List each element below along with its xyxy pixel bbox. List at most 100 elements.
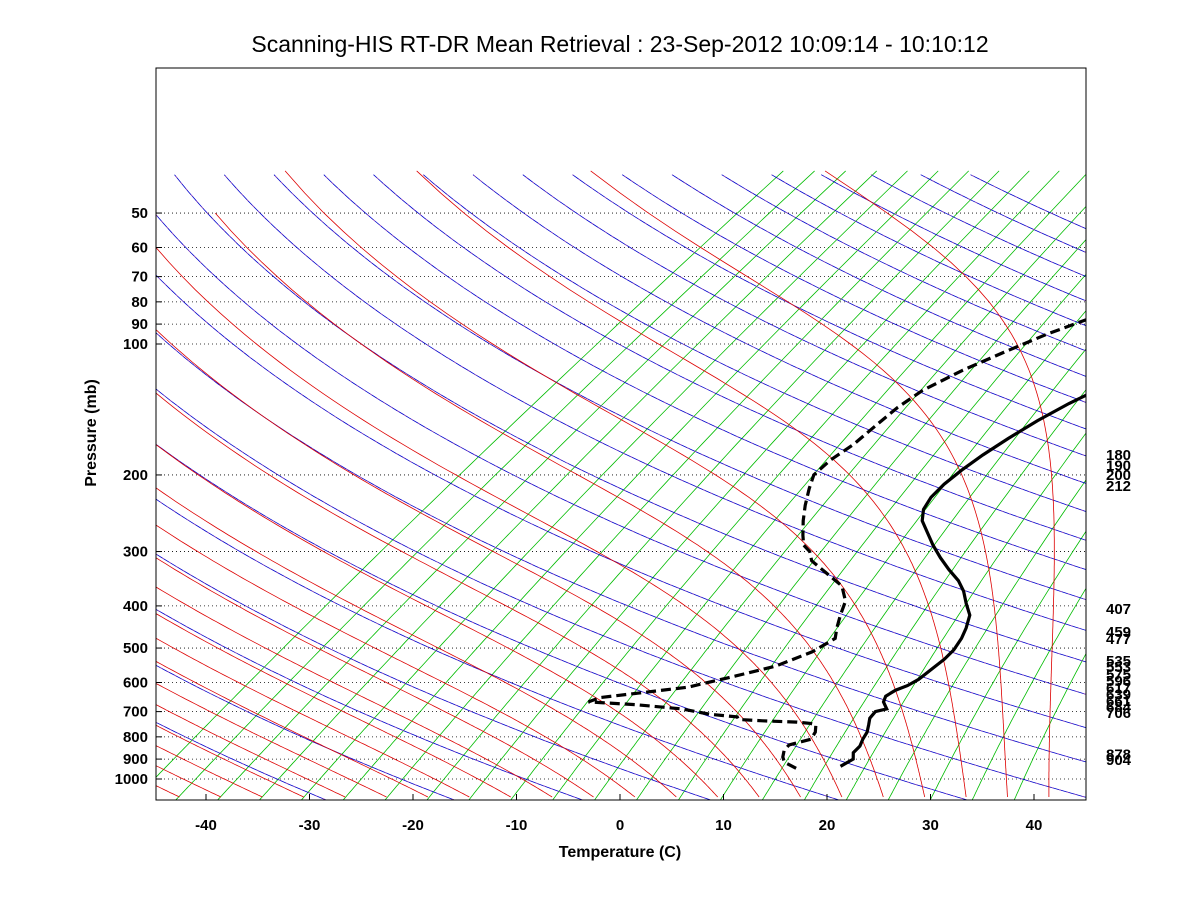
x-tick-label: -30 xyxy=(299,817,321,834)
mixing-ratio-line xyxy=(594,205,1086,800)
moist-adiabat-line xyxy=(156,524,636,798)
level-label: 617 xyxy=(1106,680,1131,697)
mixing-ratio-line xyxy=(300,170,908,800)
dry-adiabat-line xyxy=(323,174,1086,570)
dry-adiabat-line xyxy=(970,174,1086,230)
y-tick-label: 50 xyxy=(131,205,148,222)
level-label: 661 xyxy=(1106,693,1131,710)
mixing-ratio-line xyxy=(156,170,784,778)
dry-adiabat-overlay xyxy=(373,174,1086,541)
moist-adiabat-line xyxy=(215,212,884,798)
dry-adiabat-line xyxy=(721,174,1086,352)
x-tick-label: 20 xyxy=(819,817,836,834)
dry-adiabat-line xyxy=(522,174,1086,457)
x-tick-label: -20 xyxy=(402,817,424,834)
level-label: 878 xyxy=(1106,746,1131,763)
dry-adiabat-overlay xyxy=(870,174,1086,277)
dry-adiabat-line xyxy=(156,274,1086,729)
level-label: 684 xyxy=(1106,699,1132,716)
moist-adiabat-line xyxy=(156,765,222,798)
dry-adiabat-overlay xyxy=(671,174,1086,377)
x-tick-label: 40 xyxy=(1026,817,1043,834)
dry-adiabat-overlay xyxy=(174,174,1086,663)
mixing-ratio-line xyxy=(719,310,1086,800)
y-tick-label: 90 xyxy=(131,316,148,333)
y-tick-label: 600 xyxy=(123,674,148,691)
moist-adiabat-line xyxy=(156,637,470,798)
moist-adiabat-line xyxy=(156,392,760,798)
level-label: 535 xyxy=(1106,653,1131,670)
profiles xyxy=(587,318,1086,770)
level-label: 553 xyxy=(1106,659,1131,676)
dry-adiabat-line xyxy=(821,174,1086,302)
level-label: 706 xyxy=(1106,705,1131,722)
level-label: 596 xyxy=(1106,673,1131,690)
level-label: 477 xyxy=(1106,631,1131,648)
mixing-ratio-line xyxy=(426,170,1000,800)
dry-adiabat-overlay xyxy=(156,664,456,800)
moist-adiabat-line xyxy=(590,170,1008,797)
moist-adiabat-line xyxy=(156,745,263,798)
level-label: 459 xyxy=(1106,624,1131,641)
dry-adiabat-line xyxy=(156,498,841,800)
x-tick-label: -40 xyxy=(195,817,217,834)
x-ticks: -40 -30 -20 -10 0 10 20 30 40 xyxy=(195,794,1042,834)
x-tick-label: -10 xyxy=(506,817,528,834)
y-tick-label: 80 xyxy=(131,294,148,311)
dry-adiabat-overlay xyxy=(156,443,969,800)
level-label: 190 xyxy=(1106,457,1131,474)
dry-adiabat-line xyxy=(273,174,1086,601)
mixing-ratio-line xyxy=(971,587,1086,800)
moist-adiabat-line xyxy=(156,247,843,798)
level-label: 407 xyxy=(1106,601,1131,618)
y-axis-label: Pressure (mb) xyxy=(83,379,100,487)
mixing-ratio-line xyxy=(510,170,1060,800)
moist-adiabat-line xyxy=(284,170,926,798)
chart-title: Scanning-HIS RT-DR Mean Retrieval : 23-S… xyxy=(251,31,988,57)
dry-adiabat-overlay xyxy=(920,174,1086,253)
dry-adiabat-overlay xyxy=(156,609,584,800)
mixing-ratio-line xyxy=(1013,652,1086,800)
dry-adiabat-line xyxy=(223,174,1086,631)
level-label: 639 xyxy=(1106,686,1131,703)
dry-adiabat-line xyxy=(572,174,1086,430)
mixing-ratio-line xyxy=(761,348,1086,800)
y-tick-label: 900 xyxy=(123,751,148,768)
moist-adiabat-line xyxy=(156,613,511,798)
level-label: 212 xyxy=(1106,478,1131,495)
moist-adiabat-line xyxy=(824,170,1055,797)
moist-adiabat-line xyxy=(156,682,387,798)
moist-adiabat-line xyxy=(156,724,304,798)
moist-adiabat-line xyxy=(156,660,429,798)
y-ticks: 50 60 70 80 90 100 200 300 400 500 600 700 800 900 100… xyxy=(115,205,162,788)
mixing-ratio-line xyxy=(342,170,939,800)
y-tick-label: 400 xyxy=(123,598,148,615)
moist-adiabat-line xyxy=(156,785,180,798)
y-tick-label: 500 xyxy=(123,640,148,657)
dry-adiabat-overlay xyxy=(771,174,1086,326)
dry-adiabat-line xyxy=(621,174,1086,403)
dewpoint-profile-line xyxy=(587,318,1086,770)
x-tick-label: 10 xyxy=(715,817,732,834)
dry-adiabat-line xyxy=(870,174,1086,277)
x-axis-label: Temperature (C) xyxy=(559,844,681,861)
level-label: 904 xyxy=(1106,752,1132,769)
dry-adiabat-line xyxy=(423,174,1086,512)
mixing-ratio-line xyxy=(217,170,846,800)
mixing-ratio-line xyxy=(803,389,1086,800)
y-tick-label: 700 xyxy=(123,704,148,721)
mixing-ratio-line xyxy=(384,170,969,800)
moist-adiabat-line xyxy=(156,704,346,798)
mixing-ratio-line xyxy=(258,170,877,800)
dry-adiabat-overlay xyxy=(472,174,1086,484)
mixing-ratio-line xyxy=(677,273,1086,800)
mixing-ratio-line xyxy=(552,173,1086,800)
dry-adiabat-overlay xyxy=(224,174,1086,631)
moist-adiabat-line xyxy=(156,444,718,798)
x-tick-label: 0 xyxy=(616,817,624,834)
y-tick-label: 60 xyxy=(131,239,148,256)
dry-adiabat-overlay xyxy=(156,722,327,800)
dry-adiabat-line xyxy=(156,664,456,800)
